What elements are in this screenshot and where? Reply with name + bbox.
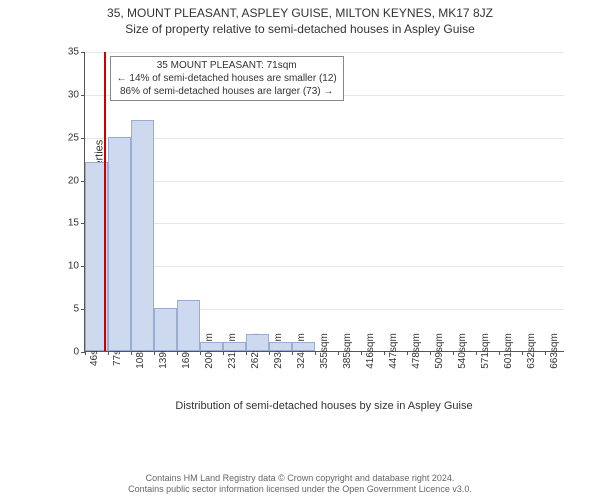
info-line-2: ← 14% of semi-detached houses are smalle…	[117, 72, 337, 85]
footer: Contains HM Land Registry data © Crown c…	[0, 473, 600, 496]
histogram-bar	[131, 120, 154, 351]
page-title: 35, MOUNT PLEASANT, ASPLEY GUISE, MILTON…	[0, 0, 600, 20]
histogram-bar	[154, 308, 176, 351]
histogram-bar	[223, 342, 246, 351]
footer-line-2: Contains public sector information licen…	[0, 484, 600, 496]
plot-area: 35 MOUNT PLEASANT: 71sqm ← 14% of semi-d…	[84, 52, 564, 352]
footer-line-1: Contains HM Land Registry data © Crown c…	[0, 473, 600, 485]
histogram-bar	[246, 334, 269, 351]
info-line-1: 35 MOUNT PLEASANT: 71sqm	[117, 59, 337, 72]
page-subtitle: Size of property relative to semi-detach…	[0, 20, 600, 36]
histogram-bar	[108, 137, 131, 351]
histogram-bar	[292, 342, 315, 351]
info-box: 35 MOUNT PLEASANT: 71sqm ← 14% of semi-d…	[110, 56, 344, 101]
histogram-bar	[269, 342, 292, 351]
marker-line	[104, 52, 106, 351]
histogram-bar	[177, 300, 200, 351]
page-root: 35, MOUNT PLEASANT, ASPLEY GUISE, MILTON…	[0, 0, 600, 500]
info-line-3: 86% of semi-detached houses are larger (…	[117, 85, 337, 98]
x-axis-label: Distribution of semi-detached houses by …	[84, 400, 564, 412]
chart-container: Number of semi-detached properties 35 MO…	[54, 44, 574, 414]
histogram-bar	[200, 342, 223, 351]
